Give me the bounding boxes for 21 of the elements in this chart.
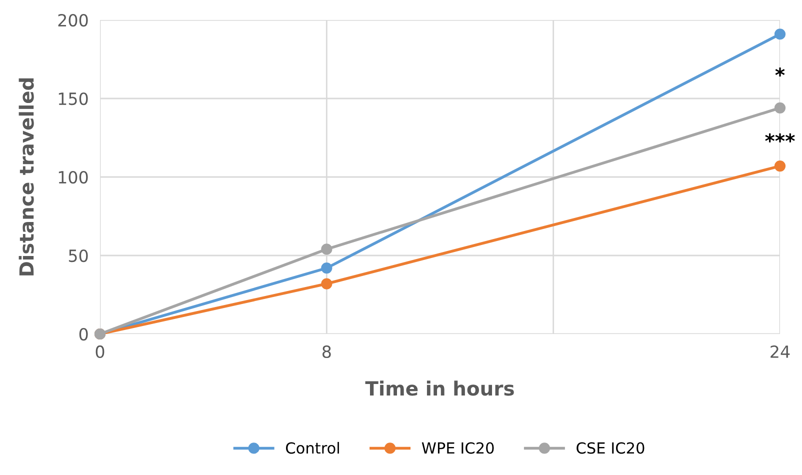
annotation: *** — [765, 133, 795, 142]
point — [774, 160, 786, 172]
point — [321, 262, 332, 274]
y-tick-label: 100 — [58, 170, 88, 184]
x-axis-title: Time in hours — [365, 380, 514, 396]
point — [321, 278, 332, 290]
legend-label: WPE IC20 — [422, 442, 494, 454]
x-tick-label: 24 — [770, 345, 790, 358]
y-axis-title: Distance travelled — [18, 78, 34, 276]
point — [321, 244, 332, 255]
x-tick-label: 0 — [96, 345, 104, 358]
y-tick-label: 200 — [58, 14, 88, 27]
annotation: * — [775, 67, 785, 76]
point — [774, 102, 786, 114]
y-tick-label: 150 — [58, 92, 88, 106]
point — [774, 28, 786, 40]
x-tick-label: 8 — [322, 345, 331, 358]
y-tick-label: 0 — [79, 328, 88, 341]
y-tick-label: 50 — [68, 249, 88, 262]
legend-label: Control — [286, 442, 339, 454]
legend-label: CSE IC20 — [576, 442, 644, 454]
